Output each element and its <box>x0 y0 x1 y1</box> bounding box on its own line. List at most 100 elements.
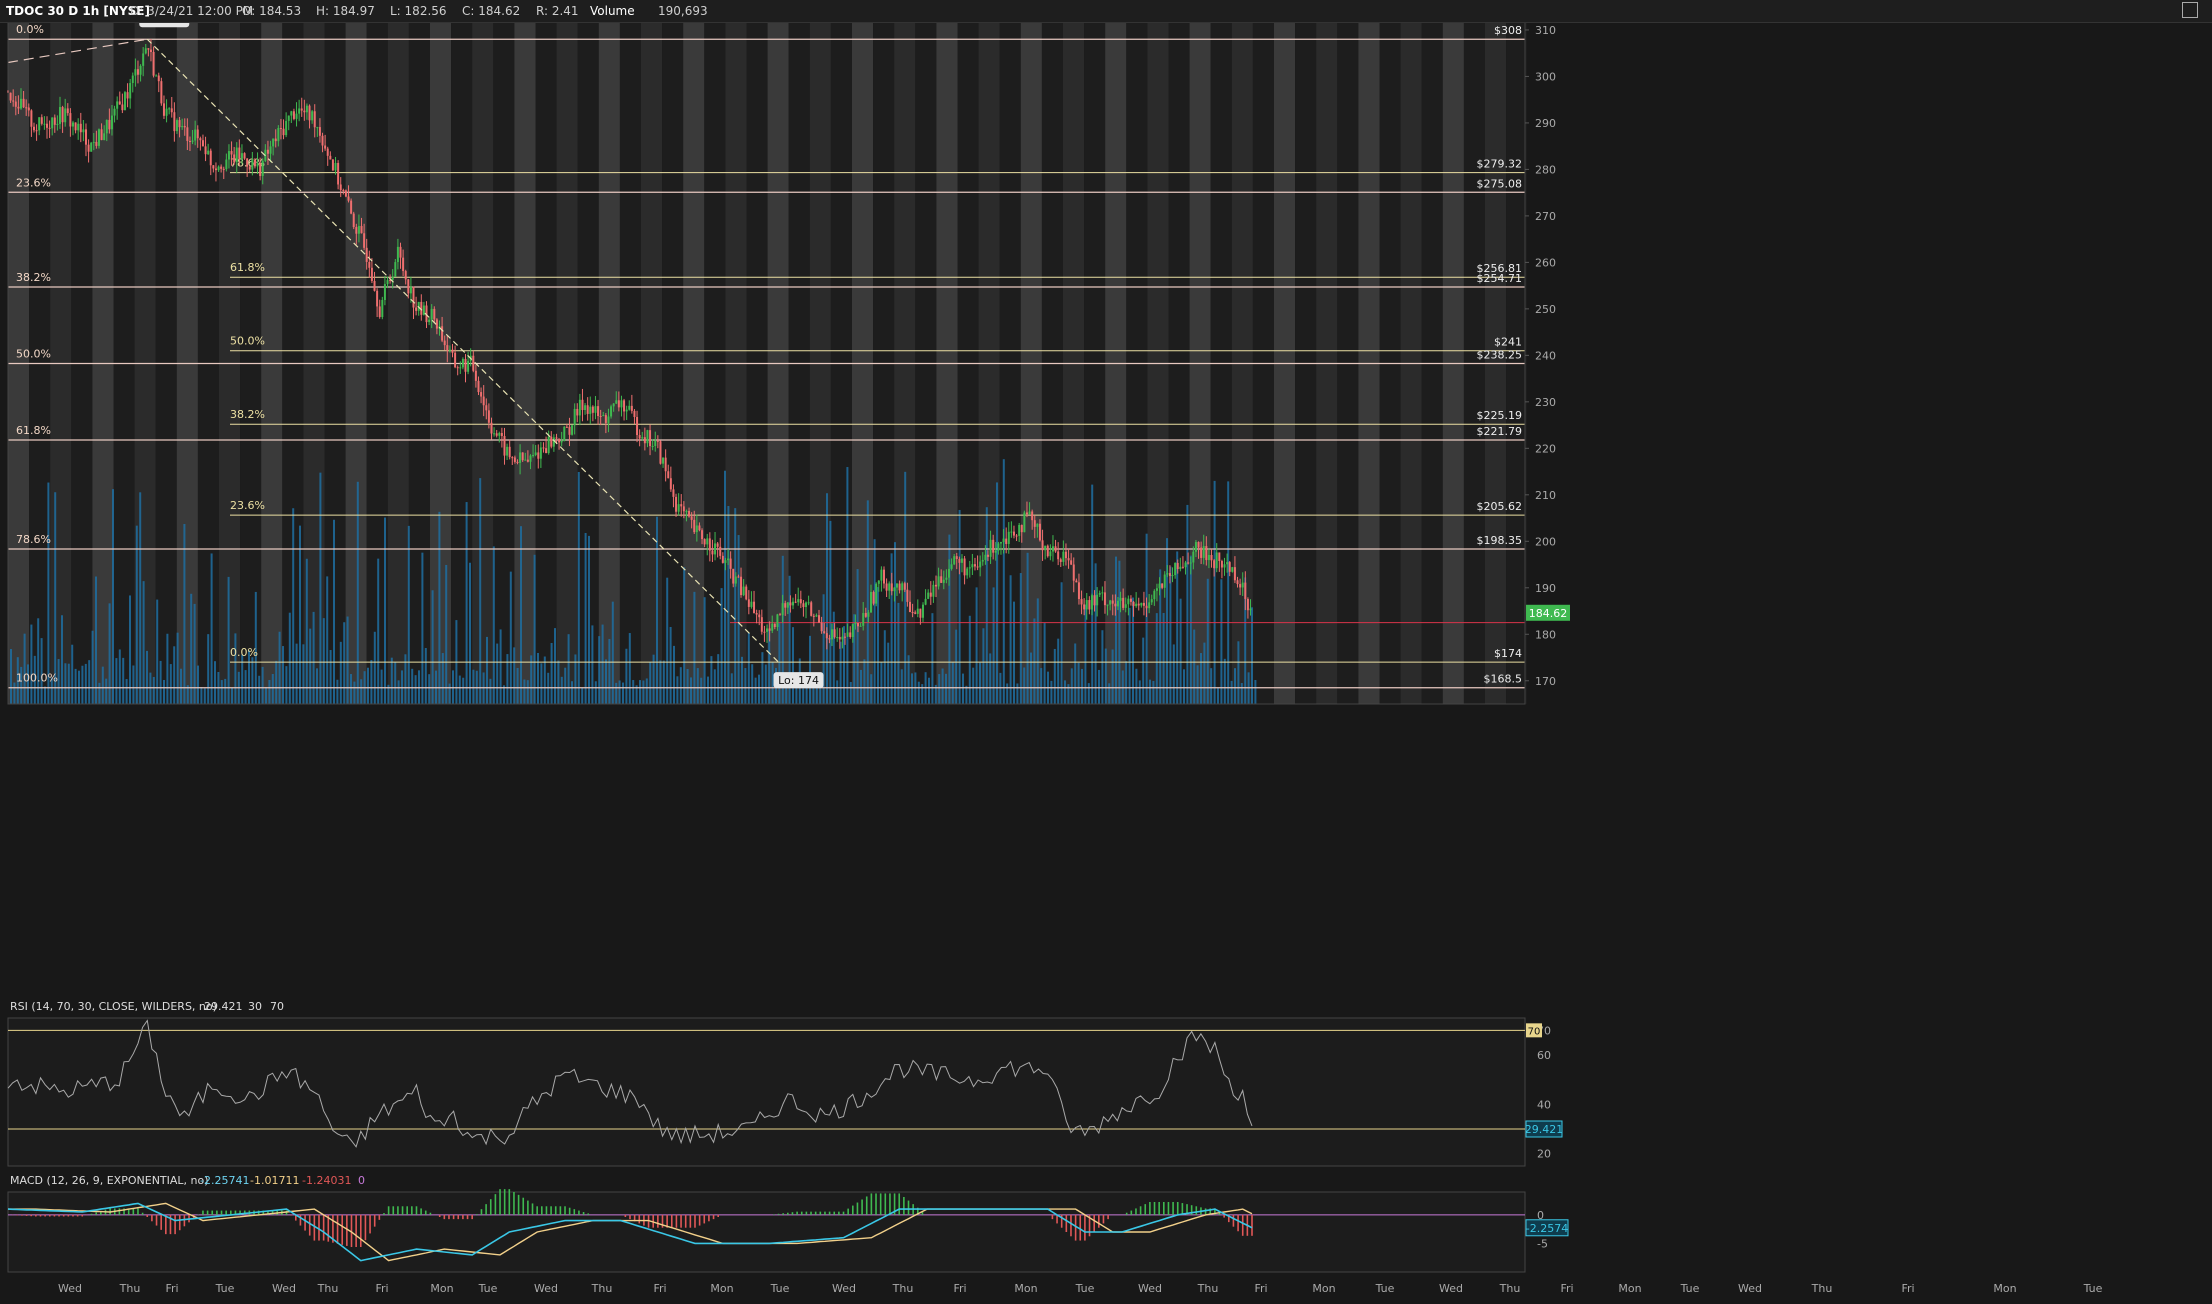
macd-histogram-bar <box>160 1214 162 1230</box>
volume-bar <box>118 649 121 704</box>
macd-histogram-bar <box>1176 1202 1179 1215</box>
candle-body <box>547 436 550 453</box>
chart-settings-icon[interactable] <box>2182 2 2198 18</box>
volume-bar <box>142 581 145 704</box>
candle-body <box>877 580 880 584</box>
macd-histogram-bar <box>100 1211 102 1215</box>
volume-bar <box>377 558 380 704</box>
candle-body <box>953 556 956 565</box>
rsi-label[interactable]: RSI (14, 70, 30, CLOSE, WILDERS, no) <box>10 1000 217 1013</box>
night-shade <box>240 16 262 704</box>
candle-body <box>511 457 514 459</box>
volume-bar <box>207 634 210 704</box>
candle-body <box>1187 562 1190 564</box>
macd-histogram-bar <box>921 1211 924 1215</box>
macd-histogram-bar <box>847 1208 849 1215</box>
day-shade <box>852 16 874 704</box>
macd-tick-label: 0 <box>1537 1209 1544 1222</box>
candle-body <box>714 543 717 555</box>
volume-bar <box>1053 648 1056 704</box>
candle-body <box>12 100 15 102</box>
x-day-label: Tue <box>1075 1282 1095 1295</box>
night-shade <box>155 16 177 704</box>
macd-histogram-bar <box>828 1211 831 1215</box>
volume-bar <box>1077 662 1080 704</box>
volume-bar <box>486 636 488 704</box>
macd-histogram-bar <box>1186 1204 1188 1215</box>
candle-body <box>9 92 12 101</box>
high-label: H: 184.97 <box>316 4 375 18</box>
macd-histogram-bar <box>420 1208 422 1215</box>
candle-body <box>797 599 800 603</box>
macd-histogram-bar <box>796 1211 798 1215</box>
volume-bar <box>1043 623 1046 704</box>
candle-body <box>292 111 295 119</box>
x-day-label: Wed <box>272 1282 296 1295</box>
macd-histogram-bar <box>907 1200 910 1215</box>
volume-bar <box>312 611 315 704</box>
volume-bar <box>156 599 159 704</box>
candle-body <box>105 119 108 134</box>
macd-label[interactable]: MACD (12, 26, 9, EXPONENTIAL, no) <box>10 1174 209 1187</box>
volume-bar <box>343 622 346 704</box>
volume-bar <box>367 667 369 704</box>
volume-label: Volume <box>590 4 635 18</box>
candle-body <box>789 602 792 606</box>
candle-body <box>454 352 457 368</box>
volume-bar <box>941 668 944 704</box>
day-shade <box>345 16 367 704</box>
volume-bar <box>883 630 886 704</box>
candle-body <box>1064 551 1067 559</box>
volume-bar <box>662 660 665 704</box>
level-price-label: $225.19 <box>1477 409 1523 422</box>
volume-bar <box>1159 569 1162 704</box>
volume-bar <box>737 535 740 704</box>
night-shade <box>1252 16 1274 704</box>
candle-body <box>947 568 950 578</box>
candle-body <box>537 452 540 459</box>
candle-body <box>87 144 90 152</box>
macd-histogram-bar <box>452 1214 455 1220</box>
macd-histogram-bar <box>141 1212 144 1215</box>
candle-body <box>162 103 165 116</box>
candle-body <box>144 48 147 54</box>
candle-body <box>630 405 633 411</box>
macd-histogram-bar <box>1149 1202 1151 1215</box>
volume-bar <box>1166 538 1168 704</box>
macd-histogram-bar <box>670 1214 673 1228</box>
candle-body <box>386 280 389 285</box>
candle-body <box>1140 602 1143 606</box>
candle-body <box>500 433 503 437</box>
candle-body <box>495 433 498 436</box>
macd-histogram-bar <box>267 1210 269 1215</box>
candle-body <box>415 307 418 311</box>
macd-histogram-bar <box>1190 1205 1193 1215</box>
macd-histogram-bar <box>294 1214 297 1221</box>
volume-bar <box>67 663 70 704</box>
volume-bar <box>20 666 23 704</box>
candle-body <box>846 632 849 637</box>
candle-body <box>1158 583 1161 589</box>
volume-bar <box>1206 578 1209 704</box>
candle-body <box>1233 567 1236 581</box>
candle-body <box>1142 602 1145 606</box>
symbol-label[interactable]: TDOC 30 D 1h [NYSE] <box>6 4 150 18</box>
volume-bar <box>972 667 975 704</box>
x-day-label: Fri <box>165 1282 178 1295</box>
macd-histogram-bar <box>889 1193 891 1215</box>
level-price-label: $238.25 <box>1477 348 1523 361</box>
macd-avg: -1.01711 <box>250 1174 300 1187</box>
volume-bar <box>350 674 352 704</box>
candle-body <box>745 586 748 600</box>
night-shade <box>1041 16 1063 704</box>
candle-body <box>901 583 904 591</box>
macd-histogram-bar <box>638 1214 641 1224</box>
volume-bar <box>135 525 138 704</box>
candle-body <box>625 409 628 412</box>
macd-histogram-bar <box>814 1211 817 1215</box>
candle-body <box>1046 545 1049 557</box>
volume-bar <box>669 626 672 704</box>
macd-histogram-bar <box>327 1214 330 1242</box>
macd-histogram-bar <box>842 1211 845 1215</box>
